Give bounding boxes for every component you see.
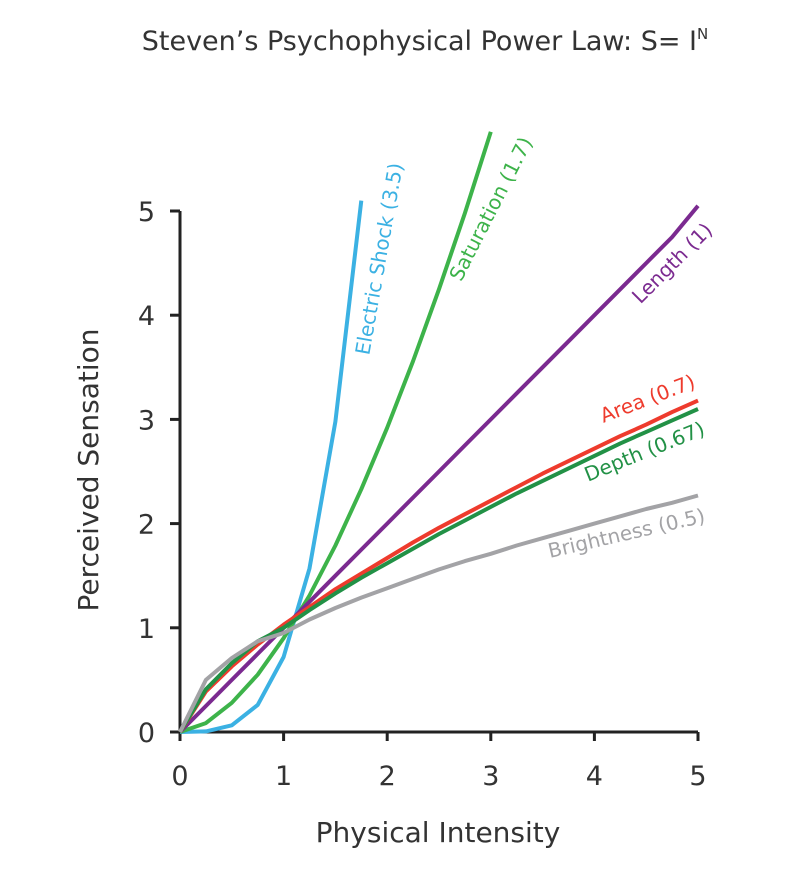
x-tick-label: 5 <box>689 761 706 792</box>
series-label: Area (0.7) <box>597 369 699 427</box>
series-label: Electric Shock (3.5) <box>350 161 407 357</box>
y-tick-label: 3 <box>138 405 155 436</box>
series-line <box>179 200 364 734</box>
y-axis-label: Perceived Sensation <box>72 328 105 611</box>
series-line <box>178 204 700 734</box>
chart-title: Steven’s Psychophysical Power Law: S= IN <box>142 25 709 57</box>
y-tick-label: 5 <box>138 197 155 228</box>
series-line <box>179 131 493 734</box>
y-tick-label: 0 <box>138 718 155 749</box>
series-label: Saturation (1.7) <box>444 133 537 285</box>
x-tick-label: 0 <box>171 761 188 792</box>
x-tick-label: 3 <box>482 761 499 792</box>
x-tick-label: 4 <box>586 761 603 792</box>
y-tick-label: 2 <box>138 510 155 541</box>
x-tick-label: 1 <box>275 761 292 792</box>
series-label: Length (1) <box>627 218 717 308</box>
y-tick-label: 4 <box>138 301 155 332</box>
series-line <box>178 493 699 733</box>
series-label: Brightness (0.5) <box>546 503 708 562</box>
y-tick-label: 1 <box>138 614 155 645</box>
x-axis-label: Physical Intensity <box>316 816 561 849</box>
title-text: Steven’s Psychophysical Power Law: S= I <box>142 26 697 57</box>
title-exponent: N <box>697 25 708 43</box>
x-tick-label: 2 <box>379 761 396 792</box>
